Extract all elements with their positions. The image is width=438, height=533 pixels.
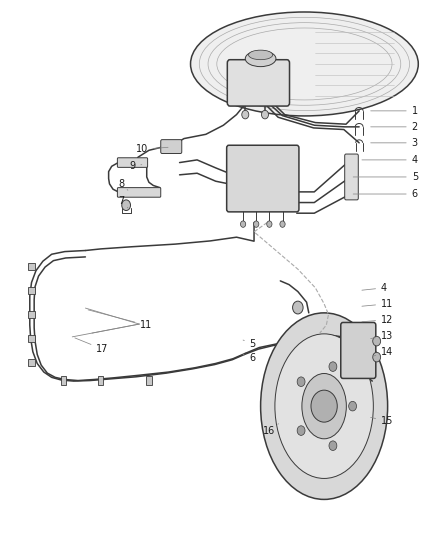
Bar bbox=[28, 311, 35, 318]
Circle shape bbox=[329, 362, 337, 372]
Text: 1: 1 bbox=[371, 106, 418, 116]
Text: 11: 11 bbox=[362, 299, 393, 309]
Bar bbox=[28, 335, 35, 342]
Text: 4: 4 bbox=[362, 283, 387, 293]
Circle shape bbox=[242, 110, 249, 119]
Circle shape bbox=[240, 221, 246, 227]
Circle shape bbox=[349, 401, 357, 411]
FancyBboxPatch shape bbox=[227, 60, 290, 106]
Text: 17: 17 bbox=[75, 338, 109, 354]
Text: 7: 7 bbox=[118, 197, 128, 208]
Text: 16: 16 bbox=[263, 424, 279, 435]
Text: 12: 12 bbox=[362, 315, 393, 325]
Text: 3: 3 bbox=[371, 138, 418, 148]
Text: 2: 2 bbox=[371, 122, 418, 132]
Text: 4: 4 bbox=[362, 155, 418, 165]
Circle shape bbox=[254, 221, 259, 227]
Text: 8: 8 bbox=[118, 179, 128, 190]
Bar bbox=[28, 287, 35, 294]
Circle shape bbox=[297, 377, 305, 386]
Circle shape bbox=[293, 301, 303, 314]
Circle shape bbox=[280, 221, 285, 227]
FancyBboxPatch shape bbox=[345, 154, 358, 200]
Bar bbox=[61, 376, 66, 385]
Text: 6: 6 bbox=[243, 353, 256, 363]
Circle shape bbox=[311, 390, 337, 422]
Text: 6: 6 bbox=[353, 189, 418, 199]
Bar bbox=[98, 376, 103, 385]
Ellipse shape bbox=[191, 12, 418, 116]
Bar bbox=[28, 263, 35, 270]
FancyBboxPatch shape bbox=[161, 140, 182, 154]
Circle shape bbox=[373, 352, 381, 362]
Ellipse shape bbox=[275, 334, 373, 479]
Text: 10: 10 bbox=[136, 144, 168, 154]
FancyBboxPatch shape bbox=[341, 322, 376, 378]
Circle shape bbox=[373, 336, 381, 346]
Text: 9: 9 bbox=[129, 161, 142, 171]
Text: 15: 15 bbox=[371, 416, 393, 426]
Ellipse shape bbox=[302, 374, 346, 439]
Circle shape bbox=[122, 200, 131, 211]
Text: 11: 11 bbox=[88, 310, 152, 330]
Text: 5: 5 bbox=[353, 172, 418, 182]
Text: 13: 13 bbox=[371, 331, 393, 341]
FancyBboxPatch shape bbox=[117, 188, 161, 197]
Circle shape bbox=[267, 221, 272, 227]
Bar bbox=[146, 376, 152, 385]
Ellipse shape bbox=[245, 51, 276, 67]
Ellipse shape bbox=[261, 313, 388, 499]
Circle shape bbox=[297, 426, 305, 435]
FancyBboxPatch shape bbox=[227, 145, 299, 212]
FancyBboxPatch shape bbox=[117, 158, 148, 167]
Text: 14: 14 bbox=[373, 347, 393, 357]
Bar bbox=[28, 359, 35, 366]
Circle shape bbox=[261, 110, 268, 119]
Circle shape bbox=[329, 441, 337, 450]
Text: 5: 5 bbox=[243, 339, 256, 349]
Ellipse shape bbox=[249, 50, 272, 60]
